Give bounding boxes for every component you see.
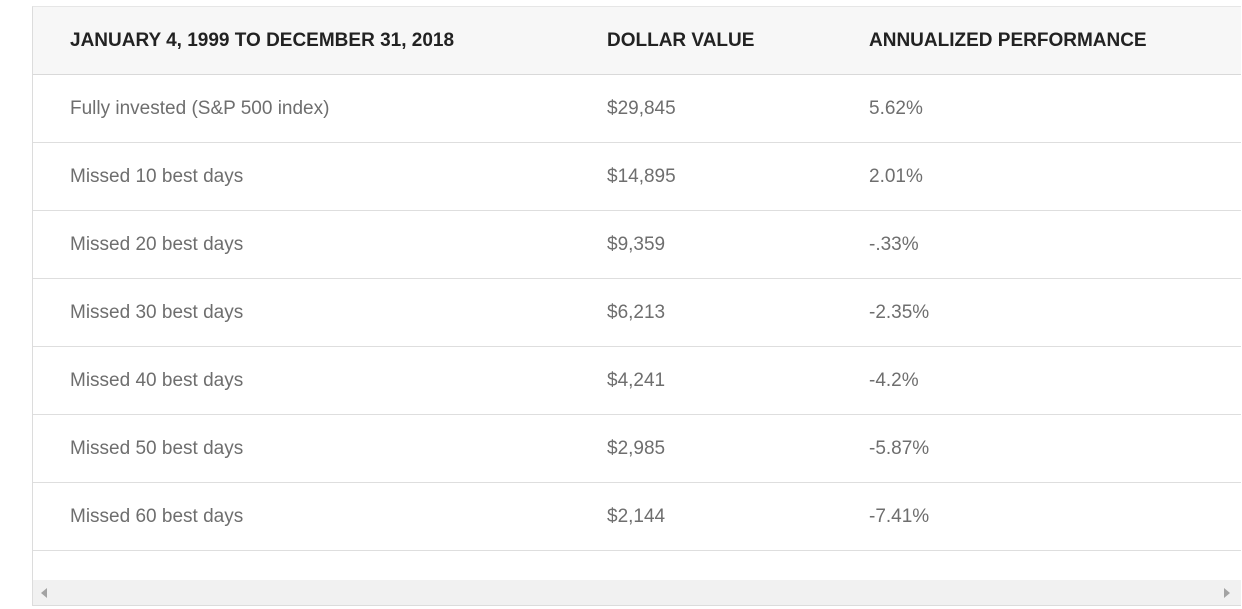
arrow-left-icon[interactable] <box>41 588 47 598</box>
table-header: JANUARY 4, 1999 TO DECEMBER 31, 2018 DOL… <box>33 7 1241 75</box>
cell-performance: -.33% <box>869 234 919 255</box>
cell-performance: 5.62% <box>869 98 923 119</box>
table-row: Missed 60 best days $2,144 -7.41% <box>33 483 1241 551</box>
table-row: Missed 10 best days $14,895 2.01% <box>33 143 1241 211</box>
cell-scenario: Missed 50 best days <box>70 438 244 459</box>
table-row: Missed 50 best days $2,985 -5.87% <box>33 415 1241 483</box>
cell-scenario: Fully invested (S&P 500 index) <box>70 98 330 119</box>
cell-performance: -5.87% <box>869 438 930 459</box>
table-row: Fully invested (S&P 500 index) $29,845 5… <box>33 75 1241 143</box>
cell-scenario: Missed 20 best days <box>70 234 244 255</box>
cell-dollar-value: $4,241 <box>607 370 666 391</box>
cell-dollar-value: $29,845 <box>607 98 676 119</box>
cell-performance: -4.2% <box>869 370 919 391</box>
table-row: Missed 30 best days $6,213 -2.35% <box>33 279 1241 347</box>
performance-table: JANUARY 4, 1999 TO DECEMBER 31, 2018 DOL… <box>32 6 1241 606</box>
cell-scenario: Missed 30 best days <box>70 302 244 323</box>
header-annualized-performance: ANNUALIZED PERFORMANCE <box>869 30 1147 51</box>
cell-dollar-value: $2,144 <box>607 506 666 527</box>
cell-scenario: Missed 10 best days <box>70 166 244 187</box>
cell-dollar-value: $14,895 <box>607 166 676 187</box>
arrow-right-icon[interactable] <box>1224 588 1230 598</box>
table-row: Missed 20 best days $9,359 -.33% <box>33 211 1241 279</box>
header-dollar-value: DOLLAR VALUE <box>607 30 755 51</box>
horizontal-scrollbar[interactable] <box>33 580 1241 605</box>
cell-scenario: Missed 40 best days <box>70 370 244 391</box>
cell-performance: -2.35% <box>869 302 930 323</box>
cell-dollar-value: $6,213 <box>607 302 666 323</box>
cell-performance: 2.01% <box>869 166 923 187</box>
cell-dollar-value: $2,985 <box>607 438 666 459</box>
table-row: Missed 40 best days $4,241 -4.2% <box>33 347 1241 415</box>
cell-scenario: Missed 60 best days <box>70 506 244 527</box>
cell-performance: -7.41% <box>869 506 930 527</box>
header-period: JANUARY 4, 1999 TO DECEMBER 31, 2018 <box>70 30 455 51</box>
cell-dollar-value: $9,359 <box>607 234 666 255</box>
